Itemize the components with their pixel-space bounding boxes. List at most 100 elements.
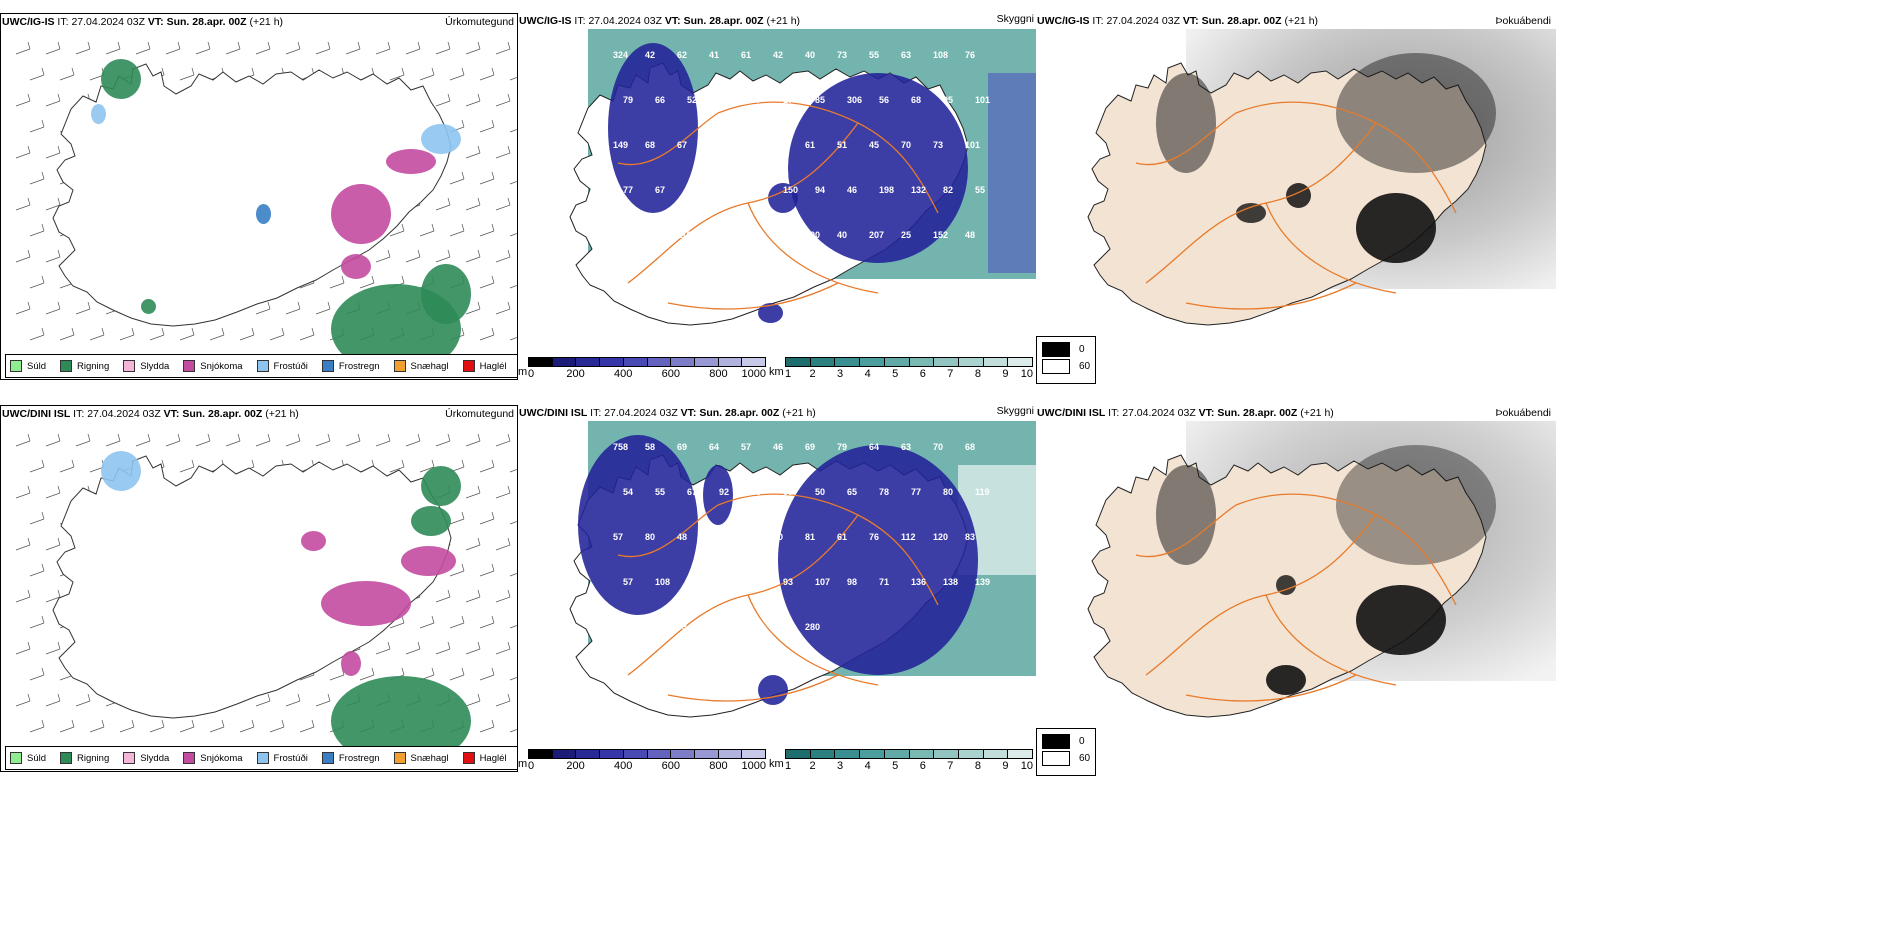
wind-barb-flag bbox=[477, 145, 481, 154]
colorbar-boxes bbox=[785, 357, 1033, 367]
legend-item: Snjókoma bbox=[183, 360, 243, 372]
wind-barb-flag bbox=[447, 197, 451, 206]
fog-legend-swatch bbox=[1042, 751, 1070, 766]
wind-barb-flag bbox=[87, 693, 91, 702]
cloudbase-value-label: 54 bbox=[623, 487, 633, 497]
wind-barb bbox=[509, 573, 517, 577]
wind-barb-flag bbox=[147, 41, 151, 50]
fog-area bbox=[1236, 203, 1266, 223]
low-cloud-area bbox=[768, 183, 798, 213]
wind-barb bbox=[509, 337, 517, 341]
cloudbase-value-label: 198 bbox=[879, 185, 894, 195]
legend-swatch bbox=[462, 360, 475, 372]
wind-barb-flag bbox=[431, 223, 435, 232]
colorbar-cell bbox=[983, 750, 1009, 758]
wind-barb bbox=[435, 256, 451, 263]
wind-barb bbox=[419, 74, 435, 81]
wind-barb-flag bbox=[447, 93, 451, 102]
wind-barb-flag bbox=[417, 249, 421, 258]
cloudbase-value-label: 82 bbox=[943, 185, 953, 195]
legend-label: Haglél bbox=[479, 360, 507, 372]
wind-barb-flag bbox=[447, 433, 451, 442]
wind-barb bbox=[509, 233, 517, 237]
precip-area bbox=[411, 506, 451, 536]
colorbar-tick-label: 6 bbox=[919, 368, 926, 380]
wind-barb bbox=[509, 181, 517, 185]
wind-barb-flag bbox=[27, 41, 31, 50]
wind-barb bbox=[389, 74, 405, 81]
wind-barb-flag bbox=[477, 433, 481, 442]
wind-barb-flag bbox=[27, 93, 31, 102]
wind-barb-flag bbox=[357, 41, 361, 50]
cloudbase-value-label: 55 bbox=[975, 185, 985, 195]
colorbar-cell bbox=[810, 358, 836, 366]
wind-barb bbox=[179, 74, 195, 81]
legend-item: Snjókoma bbox=[183, 752, 243, 764]
colorbar-cell bbox=[623, 750, 648, 758]
legend-swatch bbox=[462, 752, 475, 764]
wind-barb bbox=[435, 648, 451, 655]
colorbar-tick-label: 7 bbox=[947, 760, 954, 772]
wind-barb bbox=[375, 256, 391, 263]
low-cloud-area bbox=[578, 435, 698, 615]
colorbar-tick-label: 5 bbox=[892, 760, 899, 772]
colorbar-cell bbox=[909, 750, 935, 758]
wind-barb bbox=[59, 466, 75, 473]
cloudbase-value-label: 67 bbox=[677, 140, 687, 150]
wind-barb-flag bbox=[161, 459, 165, 468]
cloudbase-value-label: 152 bbox=[933, 230, 948, 240]
legend-item: Frostúði bbox=[256, 752, 308, 764]
visibility-panel: 758 58 69 64 57 46 69 79 64 63 70 68 54 55 67 92 38 90 50 6… bbox=[518, 405, 1036, 772]
fog-area bbox=[1156, 465, 1216, 565]
panel-header: UWC/IG-IS IT: 27.04.2024 03Z VT: Sun. 28… bbox=[519, 15, 801, 27]
colorbar-cell bbox=[909, 358, 935, 366]
wind-barb bbox=[405, 256, 421, 263]
fog-areas bbox=[1156, 53, 1496, 263]
cloudbase-value-label: 101 bbox=[965, 140, 980, 150]
wind-barb bbox=[285, 48, 301, 55]
cloudbase-labels: 758 58 69 64 57 46 69 79 64 63 70 68 54 55 67 92 38 90 50 6… bbox=[613, 442, 990, 632]
wind-barb bbox=[59, 334, 75, 341]
wind-barb-flag bbox=[87, 433, 91, 442]
precip-map bbox=[15, 41, 517, 374]
colorbar-cell bbox=[647, 750, 672, 758]
colorbar-cell bbox=[1008, 358, 1033, 366]
fog-map bbox=[1087, 29, 1556, 326]
cloudbase-value-label: 79 bbox=[623, 95, 633, 105]
wind-barb bbox=[449, 622, 465, 629]
wind-barb bbox=[435, 596, 451, 603]
legend-swatch bbox=[393, 360, 406, 372]
cloudbase-value-label: 92 bbox=[719, 487, 729, 497]
wind-barb-flag bbox=[27, 693, 31, 702]
cloudbase-value-label: 73 bbox=[837, 50, 847, 60]
colorbar-cell bbox=[529, 750, 553, 758]
wind-barb-flag bbox=[387, 41, 391, 50]
wind-barb-flag bbox=[491, 327, 495, 336]
wind-barb-flag bbox=[507, 537, 511, 546]
cloudbase-value-label: 69 bbox=[677, 442, 687, 452]
wind-barb bbox=[479, 726, 495, 733]
wind-barb bbox=[435, 100, 451, 107]
cloudbase-value-label: 32 bbox=[741, 622, 751, 632]
cloudbase-value-label: 67 bbox=[687, 487, 697, 497]
wind-barb-flag bbox=[507, 641, 511, 650]
wind-barb bbox=[375, 648, 391, 655]
precip-area bbox=[91, 104, 106, 124]
wind-barb bbox=[509, 129, 517, 133]
colorbar-tick-label: 9 bbox=[1002, 760, 1009, 772]
colorbar-tick-label: 8 bbox=[974, 368, 981, 380]
cloudbase-value-label: 80 bbox=[687, 185, 697, 195]
wind-barb-flag bbox=[461, 511, 465, 520]
cloudbase-value-label: 58 bbox=[645, 442, 655, 452]
wind-barb-flag bbox=[161, 327, 165, 336]
wind-barb-flag bbox=[251, 327, 255, 336]
cloudbase-value-label: 70 bbox=[933, 442, 943, 452]
colorbar-cell bbox=[529, 358, 553, 366]
wind-barb bbox=[45, 544, 61, 551]
colorbar-cell bbox=[552, 358, 577, 366]
wind-barb bbox=[449, 518, 465, 525]
cloudbase-value-label: 116 bbox=[677, 230, 692, 240]
wind-barb-flag bbox=[57, 537, 61, 546]
cloudbase-value-label: 133 bbox=[741, 230, 756, 240]
wind-barb-flag bbox=[87, 301, 91, 310]
